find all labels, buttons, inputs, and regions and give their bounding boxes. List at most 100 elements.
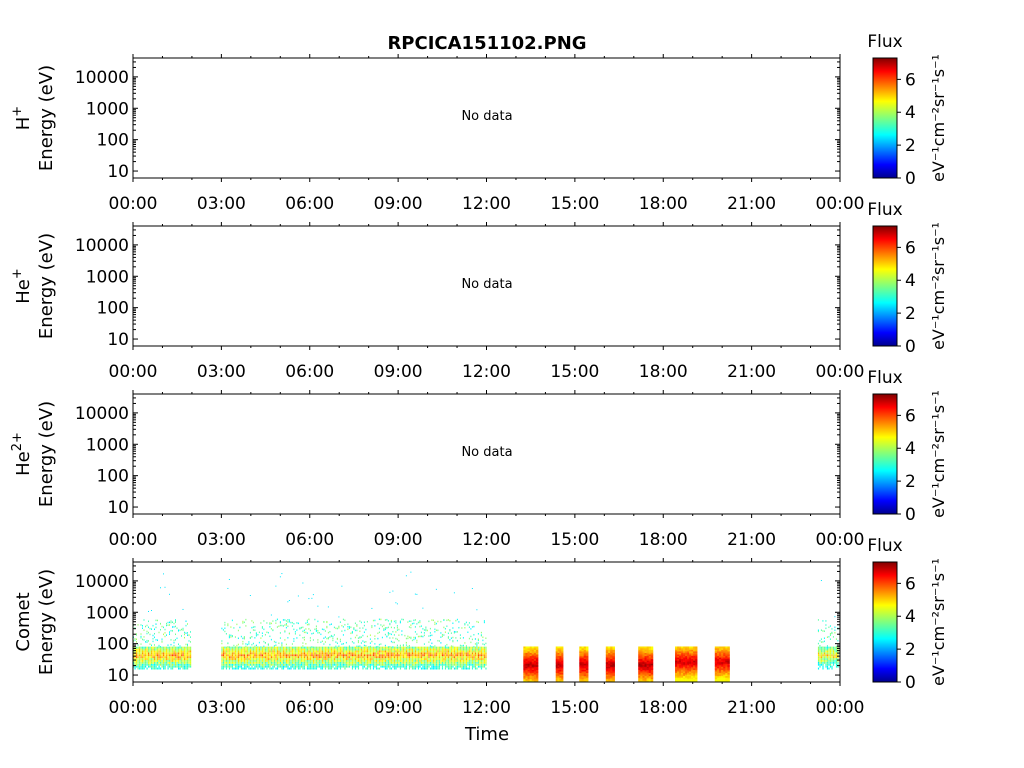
heatmap-cell — [393, 658, 396, 660]
heatmap-cell — [371, 650, 373, 653]
heatmap-cell — [559, 663, 562, 666]
heatmap-cell — [368, 659, 370, 662]
heatmap-cell — [242, 648, 244, 651]
heatmap-cell — [401, 646, 403, 649]
heatmap-cell — [581, 652, 585, 655]
heatmap-cell — [581, 661, 585, 664]
heatmap-cell — [228, 648, 231, 651]
heatmap-cell — [321, 646, 324, 649]
heatmap-cell — [399, 648, 402, 651]
heatmap-cell — [266, 631, 268, 634]
heatmap-cell — [420, 648, 423, 651]
heatmap-cell — [474, 663, 477, 666]
heatmap-cell — [246, 659, 249, 662]
heatmap-cell — [249, 663, 252, 666]
heatmap-cell — [638, 678, 641, 681]
heatmap-cell — [275, 658, 277, 660]
heatmap-cell — [359, 652, 361, 655]
heatmap-cell — [139, 665, 141, 668]
heatmap-cell — [396, 658, 399, 660]
heatmap-cell — [825, 663, 827, 666]
heatmap-cell — [288, 652, 291, 655]
heatmap-cell — [324, 652, 327, 655]
heatmap-cell — [152, 654, 154, 657]
heatmap-cell — [258, 663, 261, 666]
heatmap-cell — [579, 651, 582, 653]
heatmap-cell — [140, 656, 142, 659]
heatmap-cell — [474, 658, 477, 660]
heatmap-cell — [610, 652, 613, 655]
heatmap-cell — [557, 658, 560, 661]
heatmap-cell — [482, 652, 484, 655]
heatmap-cell — [266, 622, 268, 624]
heatmap-cell — [561, 677, 564, 680]
heatmap-cell — [273, 640, 275, 643]
heatmap-cell — [264, 661, 267, 664]
heatmap-cell — [166, 659, 168, 662]
heatmap-cell — [555, 655, 558, 658]
heatmap-cell — [465, 659, 468, 662]
heatmap-cell — [393, 650, 396, 653]
heatmap-cell — [835, 659, 838, 662]
heatmap-cell — [819, 661, 821, 664]
heatmap-cell — [365, 628, 367, 631]
heatmap-cell — [233, 658, 235, 660]
heatmap-cell — [648, 654, 652, 657]
heatmap-cell — [297, 595, 299, 597]
heatmap-cell — [642, 677, 645, 680]
heatmap-cell — [675, 665, 678, 667]
heatmap-cell — [178, 663, 180, 666]
heatmap-cell — [341, 630, 343, 632]
heatmap-cell — [482, 658, 484, 660]
heatmap-cell — [306, 623, 308, 626]
heatmap-cell — [158, 648, 160, 651]
heatmap-cell — [384, 665, 387, 668]
heatmap-cell — [227, 648, 229, 651]
heatmap-cell — [402, 650, 405, 653]
heatmap-cell — [837, 663, 839, 666]
heatmap-cell — [468, 646, 471, 649]
heatmap-cell — [404, 652, 406, 655]
heatmap-cell — [312, 654, 315, 657]
heatmap-cell — [723, 672, 726, 675]
heatmap-cell — [272, 658, 274, 660]
heatmap-cell — [525, 672, 528, 675]
heatmap-cell — [725, 651, 728, 653]
heatmap-cell — [689, 678, 692, 681]
heatmap-cell — [555, 651, 558, 653]
heatmap-cell — [405, 652, 408, 655]
heatmap-cell — [254, 663, 256, 666]
heatmap-cell — [646, 672, 650, 675]
heatmap-cell — [410, 663, 412, 666]
heatmap-cell — [555, 652, 558, 655]
heatmap-cell — [294, 633, 296, 635]
heatmap-cell — [683, 657, 686, 660]
heatmap-cell — [176, 661, 178, 664]
heatmap-cell — [834, 661, 836, 664]
heatmap-cell — [677, 646, 680, 649]
heatmap-cell — [646, 663, 650, 666]
heatmap-cell — [405, 663, 408, 666]
heatmap-cell — [233, 659, 235, 662]
heatmap-cell — [441, 661, 444, 664]
heatmap-cell — [687, 655, 690, 658]
heatmap-cell — [148, 665, 150, 668]
heatmap-cell — [167, 665, 169, 668]
heatmap-cell — [314, 628, 316, 631]
heatmap-cell — [462, 646, 465, 649]
heatmap-cell — [467, 624, 469, 626]
heatmap-cell — [681, 658, 684, 661]
heatmap-cell — [133, 659, 135, 662]
heatmap-cell — [228, 654, 231, 657]
heatmap-cell — [146, 641, 148, 644]
heatmap-cell — [149, 659, 151, 662]
heatmap-cell — [221, 640, 223, 642]
heatmap-cell — [360, 661, 363, 664]
heatmap-cell — [350, 648, 352, 651]
heatmap-cell — [404, 654, 406, 657]
heatmap-cell — [243, 652, 246, 655]
heatmap-cell — [375, 650, 378, 653]
heatmap-cell — [270, 622, 272, 625]
heatmap-cell — [285, 626, 287, 629]
heatmap-cell — [154, 644, 155, 646]
